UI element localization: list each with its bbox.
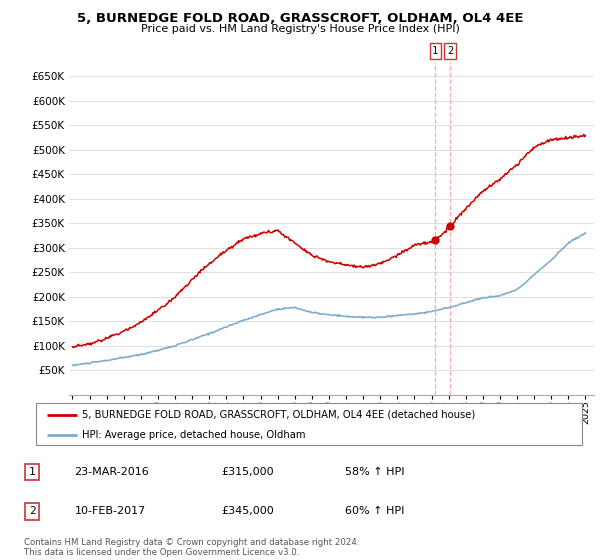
Text: 5, BURNEDGE FOLD ROAD, GRASSCROFT, OLDHAM, OL4 4EE (detached house): 5, BURNEDGE FOLD ROAD, GRASSCROFT, OLDHA… bbox=[82, 410, 476, 420]
Text: £345,000: £345,000 bbox=[221, 506, 274, 516]
Text: 1: 1 bbox=[432, 46, 439, 56]
Text: 2: 2 bbox=[29, 506, 35, 516]
Text: 5, BURNEDGE FOLD ROAD, GRASSCROFT, OLDHAM, OL4 4EE: 5, BURNEDGE FOLD ROAD, GRASSCROFT, OLDHA… bbox=[77, 12, 523, 25]
Text: HPI: Average price, detached house, Oldham: HPI: Average price, detached house, Oldh… bbox=[82, 430, 306, 440]
Text: 23-MAR-2016: 23-MAR-2016 bbox=[74, 467, 149, 477]
Text: Contains HM Land Registry data © Crown copyright and database right 2024.
This d: Contains HM Land Registry data © Crown c… bbox=[24, 538, 359, 557]
Text: £315,000: £315,000 bbox=[221, 467, 274, 477]
Text: 2: 2 bbox=[447, 46, 454, 56]
FancyBboxPatch shape bbox=[36, 403, 582, 445]
Text: 10-FEB-2017: 10-FEB-2017 bbox=[74, 506, 146, 516]
Text: 58% ↑ HPI: 58% ↑ HPI bbox=[345, 467, 404, 477]
Text: 60% ↑ HPI: 60% ↑ HPI bbox=[345, 506, 404, 516]
Text: 1: 1 bbox=[29, 467, 35, 477]
Text: Price paid vs. HM Land Registry's House Price Index (HPI): Price paid vs. HM Land Registry's House … bbox=[140, 24, 460, 34]
